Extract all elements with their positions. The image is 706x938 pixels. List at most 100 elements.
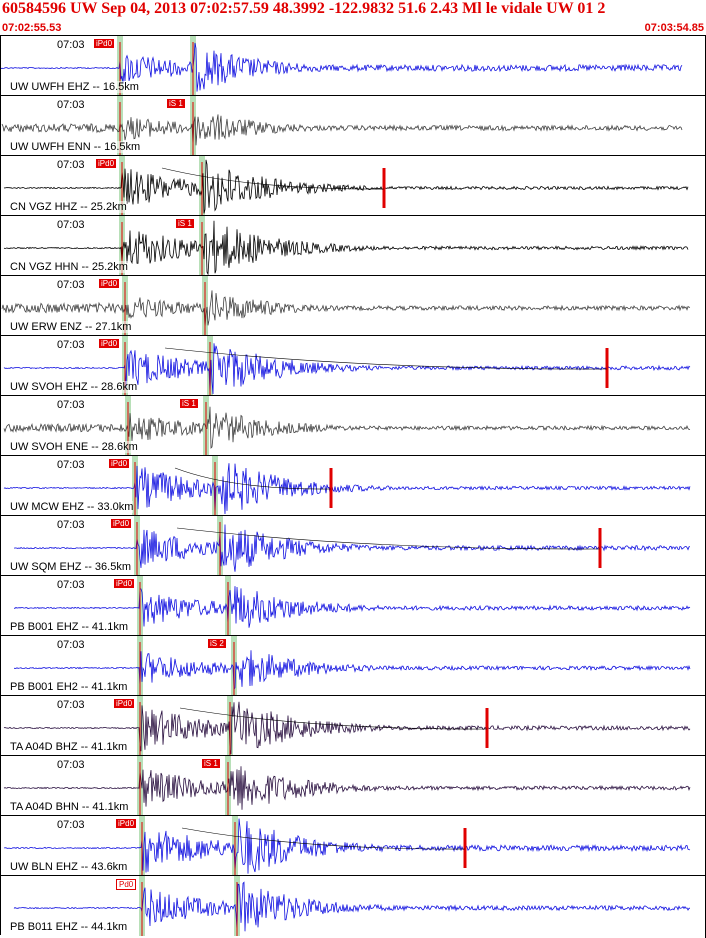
waveform-line bbox=[13, 881, 691, 932]
waveform-line bbox=[13, 586, 691, 628]
window-end-time: 07:03:54.85 bbox=[644, 22, 704, 34]
time-tick-label: 07:03 bbox=[57, 339, 85, 351]
coda-fit-curve bbox=[179, 707, 488, 730]
waveform-plot bbox=[3, 696, 691, 756]
station-channel-label: CN VGZ HHN -- 25.2km bbox=[10, 261, 128, 273]
station-channel-label: UW UWFH EHZ -- 16.5km bbox=[10, 81, 139, 93]
waveform-plot bbox=[13, 576, 691, 636]
trace-row[interactable]: 07:03 iPd0 UW MCW EHZ -- 33.0km bbox=[0, 455, 706, 516]
window-start-time: 07:02:55.53 bbox=[2, 22, 62, 34]
p-pick-label[interactable]: iPd0 bbox=[109, 459, 130, 468]
p-pick-label[interactable]: iPd0 bbox=[96, 159, 117, 168]
waveform-line bbox=[3, 220, 689, 276]
waveform-line bbox=[4, 818, 691, 874]
station-channel-label: UW BLN EHZ -- 43.6km bbox=[10, 861, 128, 873]
time-tick-label: 07:03 bbox=[57, 819, 85, 831]
coda-fit-curve bbox=[161, 167, 385, 190]
waveform-line bbox=[3, 701, 691, 755]
coda-fit-curve bbox=[164, 347, 608, 370]
p-pick-label[interactable]: iPd0 bbox=[114, 579, 135, 588]
p-pick-label[interactable]: iPd0 bbox=[114, 699, 135, 708]
station-channel-label: PB B001 EH2 -- 41.1km bbox=[10, 681, 128, 693]
s-pick-label[interactable]: iS 1 bbox=[180, 399, 198, 408]
trace-row[interactable]: 07:03 iPd0 TA A04D BHZ -- 41.1km bbox=[0, 695, 706, 756]
waveform-plot bbox=[4, 816, 691, 876]
waveform-plot bbox=[1, 276, 691, 336]
coda-marker bbox=[382, 168, 386, 208]
waveform-line bbox=[3, 159, 689, 214]
trace-row[interactable]: 07:03 iPd0 CN VGZ HHZ -- 25.2km bbox=[0, 155, 706, 216]
p-pick-label[interactable]: iPd0 bbox=[99, 339, 120, 348]
trace-row[interactable]: Pd0 PB B011 EHZ -- 44.1km bbox=[0, 875, 706, 936]
s-pick-label[interactable]: iS 1 bbox=[167, 99, 185, 108]
waveform-line bbox=[1, 290, 691, 328]
waveform-line bbox=[3, 463, 691, 515]
coda-marker bbox=[485, 708, 489, 748]
coda-fit-curve bbox=[174, 467, 332, 490]
trace-row[interactable]: 07:03 iPd0 UW SVOH EHZ -- 28.6km bbox=[0, 335, 706, 396]
station-channel-label: UW SVOH ENE -- 28.6km bbox=[10, 441, 138, 453]
trace-row[interactable]: 07:03 iS 1 UW SVOH ENE -- 28.6km bbox=[0, 395, 706, 456]
time-tick-label: 07:03 bbox=[57, 39, 85, 51]
station-channel-label: UW ERW ENZ -- 27.1km bbox=[10, 321, 132, 333]
station-channel-label: PB B001 EHZ -- 41.1km bbox=[10, 621, 128, 633]
waveform-line bbox=[3, 406, 691, 449]
p-pick-label[interactable]: iPd0 bbox=[111, 519, 132, 528]
trace-row[interactable]: 07:03 iS 1 UW UWFH ENN -- 16.5km bbox=[0, 95, 706, 156]
coda-marker bbox=[329, 468, 333, 508]
time-tick-label: 07:03 bbox=[57, 699, 85, 711]
waveform-plot bbox=[3, 456, 691, 516]
waveform-plot bbox=[14, 636, 691, 696]
trace-row[interactable]: 07:03 iPd0 UW BLN EHZ -- 43.6km bbox=[0, 815, 706, 876]
p-pick-label[interactable]: iPd0 bbox=[94, 39, 115, 48]
trace-row[interactable]: 07:03 iPd0 UW UWFH EHZ -- 16.5km bbox=[0, 35, 706, 96]
time-tick-label: 07:03 bbox=[57, 159, 85, 171]
station-channel-label: UW UWFH ENN -- 16.5km bbox=[10, 141, 141, 153]
p-pick-label[interactable]: iPd0 bbox=[99, 279, 120, 288]
waveform-plot bbox=[3, 336, 691, 396]
waveform-plot bbox=[13, 876, 691, 936]
time-tick-label: 07:03 bbox=[57, 579, 85, 591]
trace-row[interactable]: 07:03 iPd0 PB B001 EHZ -- 41.1km bbox=[0, 575, 706, 636]
coda-fit-curve bbox=[176, 527, 601, 550]
station-channel-label: UW SVOH EHZ -- 28.6km bbox=[10, 381, 138, 393]
waveform-line bbox=[14, 650, 691, 691]
time-tick-label: 07:03 bbox=[57, 99, 85, 111]
time-tick-label: 07:03 bbox=[57, 639, 85, 651]
waveform-plot bbox=[3, 756, 691, 816]
trace-row[interactable]: 07:03 iPd0 UW SQM EHZ -- 36.5km bbox=[0, 515, 706, 576]
event-header: 60584596 UW Sep 04, 2013 07:02:57.59 48.… bbox=[2, 0, 606, 17]
station-channel-label: TA A04D BHZ -- 41.1km bbox=[10, 741, 128, 753]
trace-row[interactable]: 07:03 iPd0 UW ERW ENZ -- 27.1km bbox=[0, 275, 706, 336]
coda-marker bbox=[598, 528, 602, 568]
s-pick-label[interactable]: iS 1 bbox=[202, 759, 220, 768]
time-tick-label: 07:03 bbox=[57, 399, 85, 411]
waveform-line bbox=[3, 766, 691, 810]
time-tick-label: 07:03 bbox=[57, 219, 85, 231]
station-channel-label: TA A04D BHN -- 41.1km bbox=[10, 801, 129, 813]
waveform-line bbox=[13, 524, 691, 572]
coda-marker bbox=[463, 828, 467, 868]
trace-row[interactable]: 07:03 iS 1 TA A04D BHN -- 41.1km bbox=[0, 755, 706, 816]
time-tick-label: 07:03 bbox=[57, 459, 85, 471]
waveform-plot bbox=[13, 516, 691, 576]
trace-row[interactable]: 07:03 iS 2 PB B001 EH2 -- 41.1km bbox=[0, 635, 706, 696]
station-channel-label: UW SQM EHZ -- 36.5km bbox=[10, 561, 132, 573]
p-pick-label[interactable]: Pd0 bbox=[116, 879, 137, 890]
station-channel-label: CN VGZ HHZ -- 25.2km bbox=[10, 201, 127, 213]
station-channel-label: PB B011 EHZ -- 44.1km bbox=[10, 921, 128, 933]
waveform-line bbox=[0, 42, 683, 92]
time-tick-label: 07:03 bbox=[57, 519, 85, 531]
waveform-line bbox=[1, 114, 683, 146]
trace-row[interactable]: 07:03 iS 1 CN VGZ HHN -- 25.2km bbox=[0, 215, 706, 276]
station-channel-label: UW MCW EHZ -- 33.0km bbox=[10, 501, 134, 513]
waveform-line bbox=[3, 343, 691, 395]
coda-marker bbox=[605, 348, 609, 388]
time-tick-label: 07:03 bbox=[57, 279, 85, 291]
s-pick-label[interactable]: iS 1 bbox=[176, 219, 194, 228]
coda-fit-curve bbox=[181, 827, 466, 850]
seismogram-panel: 07:03 iPd0 UW UWFH EHZ -- 16.5km 07:03 iS 1 U… bbox=[0, 35, 706, 938]
s-pick-label[interactable]: iS 2 bbox=[208, 639, 226, 648]
time-tick-label: 07:03 bbox=[57, 759, 85, 771]
p-pick-label[interactable]: iPd0 bbox=[116, 819, 137, 828]
